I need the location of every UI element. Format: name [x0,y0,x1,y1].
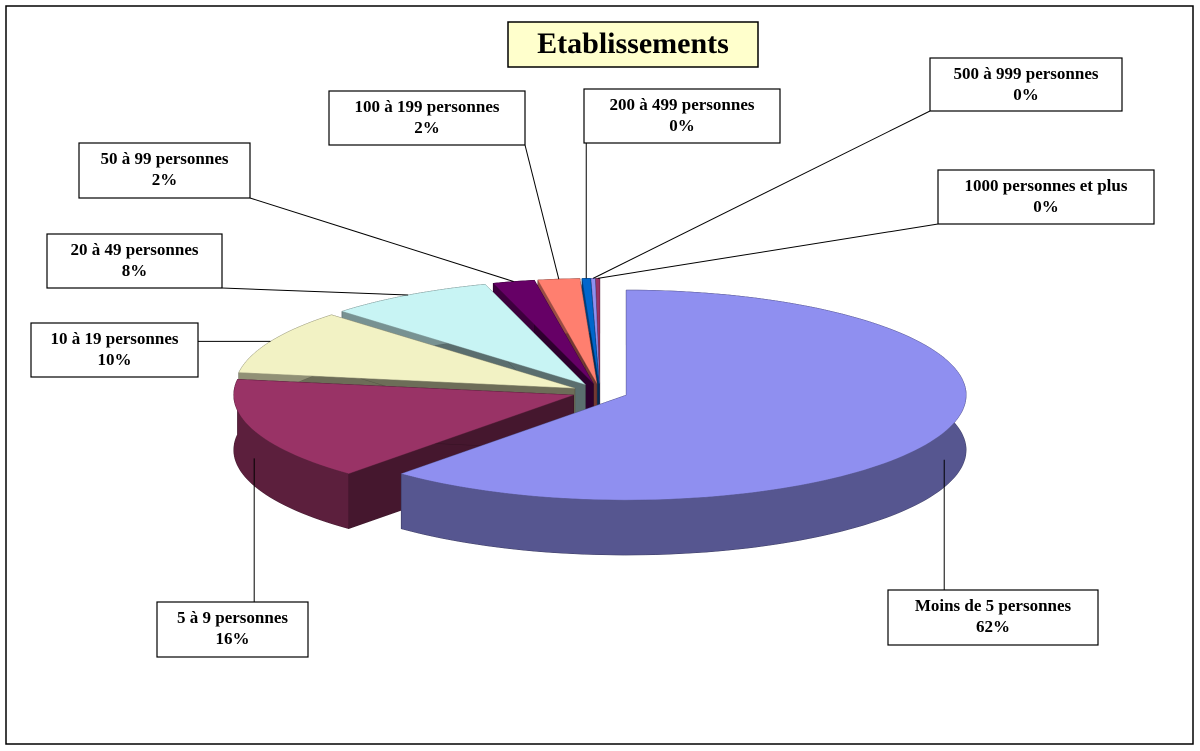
slice [590,278,600,384]
slice-label: 500 à 999 personnes [954,64,1099,83]
leader-line [249,197,514,283]
slice-label: 200 à 499 personnes [610,95,755,114]
value-label: 62% [976,617,1010,636]
label-box [887,589,1099,646]
slice-label: 20 à 49 personnes [71,240,199,259]
label-box [929,57,1123,112]
slice-label: 5 à 9 personnes [177,608,288,627]
value-label: 0% [669,116,695,135]
slice [595,278,601,384]
value-label: 2% [414,118,440,137]
slice-label: 100 à 199 personnes [355,97,500,116]
slice-label: 50 à 99 personnes [101,149,229,168]
label-box [156,601,309,658]
label-box [583,88,781,144]
value-label: 10% [98,350,132,369]
slice-label: 1000 personnes et plus [965,176,1128,195]
slice-label: Moins de 5 personnes [915,596,1072,615]
value-label: 0% [1033,197,1059,216]
leader-line [221,287,409,296]
slice [341,284,586,385]
leader-line [524,144,560,280]
label-box [46,233,223,289]
leader-line [592,110,931,279]
chart-title: Etablissements [537,27,729,60]
slice [400,289,967,501]
label-box [328,90,526,146]
label-box [937,169,1155,225]
slice-label: 10 à 19 personnes [51,329,179,348]
value-label: 8% [122,261,148,280]
label-box [30,322,199,378]
value-label: 16% [216,629,250,648]
leader-line [597,223,939,279]
slice [233,379,574,474]
label-box [78,142,251,199]
title-box [507,21,759,68]
value-label: 2% [152,170,178,189]
value-label: 0% [1013,85,1039,104]
